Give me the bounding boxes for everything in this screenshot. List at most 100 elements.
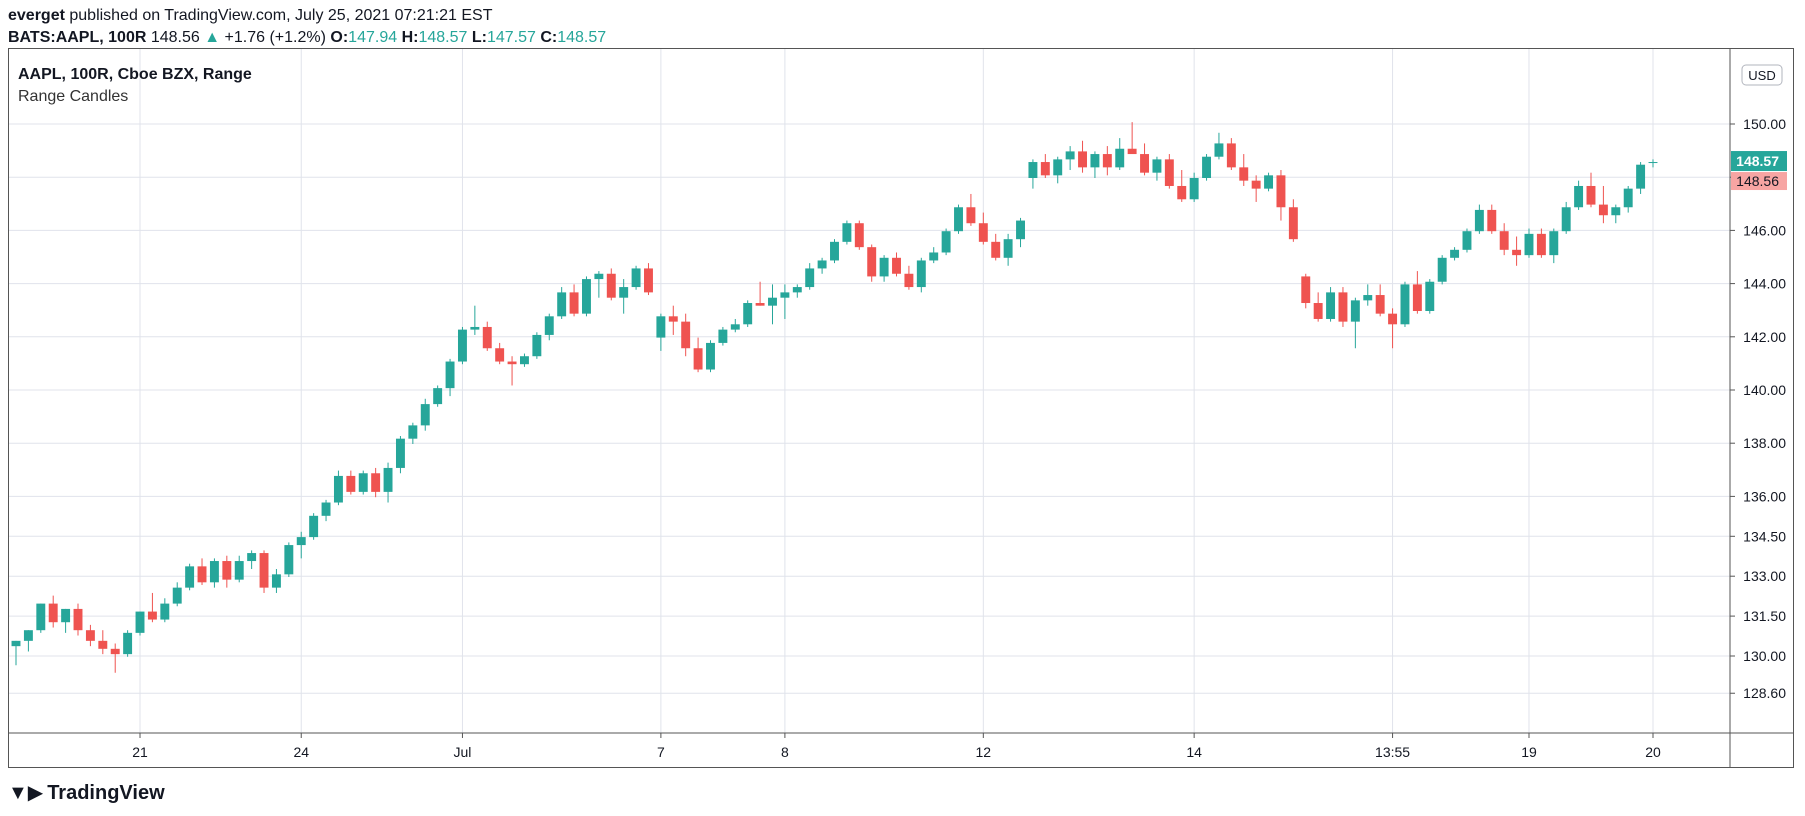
candle — [1623, 185, 1633, 213]
candle — [854, 220, 864, 250]
candle — [1375, 284, 1385, 317]
candle — [681, 313, 691, 357]
candle-body — [1288, 207, 1298, 240]
candle — [433, 385, 443, 407]
candle — [395, 436, 405, 474]
candle-body — [234, 561, 244, 580]
candle-body — [532, 334, 542, 357]
candle-body — [519, 356, 529, 365]
candle-body — [1065, 151, 1075, 160]
candle-body — [1363, 295, 1373, 301]
price-tick-label: 136.00 — [1743, 488, 1786, 504]
candle — [408, 422, 418, 444]
candle — [1474, 204, 1484, 234]
candle-body — [1388, 313, 1398, 325]
candle — [519, 353, 529, 367]
candle — [954, 204, 963, 234]
candle — [668, 305, 678, 335]
candle-body — [1189, 177, 1199, 200]
candle — [1140, 143, 1150, 176]
candle — [1202, 154, 1212, 181]
candle-body — [830, 241, 839, 261]
candle — [1226, 138, 1236, 171]
last-price-badge — [1731, 151, 1787, 172]
time-tick-label: Jul — [454, 744, 472, 760]
candle-body — [147, 611, 157, 620]
candle-body — [1375, 295, 1385, 314]
price-change: +1.76 (+1.2%) — [224, 29, 326, 46]
candle — [1512, 236, 1522, 266]
candle-body — [792, 287, 802, 293]
candle — [1561, 201, 1571, 234]
candle-body — [61, 608, 71, 623]
candle-body — [1549, 231, 1559, 256]
candle-body — [966, 207, 976, 224]
price-tick-label: 142.00 — [1743, 329, 1786, 345]
candle — [172, 582, 182, 607]
candle-body — [768, 297, 777, 306]
candle-body — [1338, 292, 1348, 322]
candle — [420, 398, 430, 431]
candle-body — [569, 292, 579, 314]
time-tick-label: 24 — [293, 744, 309, 760]
candle-body — [606, 273, 616, 298]
price-tick-label: 131.50 — [1743, 608, 1786, 624]
candle — [247, 550, 257, 570]
up-triangle-icon: ▲ — [204, 29, 221, 46]
candle-body — [23, 630, 33, 641]
candle — [222, 555, 232, 588]
prev-price-badge-label: 148.56 — [1736, 173, 1779, 189]
tradingview-logo[interactable]: ▼▶ TradingView — [8, 780, 165, 805]
candle — [1078, 140, 1087, 173]
candle-body — [1226, 143, 1236, 168]
candle-body — [11, 640, 21, 647]
candle — [941, 228, 951, 256]
candle — [1437, 255, 1447, 285]
candle-body — [309, 515, 319, 538]
candle-body — [1598, 204, 1608, 216]
candle — [1177, 170, 1187, 202]
candle-body — [1140, 154, 1150, 173]
candle — [1499, 223, 1509, 256]
candle-body — [259, 553, 269, 588]
candle — [1326, 287, 1336, 322]
price-tick-label: 146.00 — [1743, 222, 1786, 238]
candle-body — [681, 321, 691, 349]
time-tick-label: 19 — [1521, 744, 1537, 760]
candle — [1016, 217, 1025, 248]
candle-body — [358, 473, 368, 492]
candle-body — [755, 303, 765, 306]
candle — [1313, 292, 1323, 322]
candle-body — [395, 438, 405, 468]
candle-body — [557, 292, 567, 317]
symbol-label: BATS:AAPL, 100R — [8, 29, 147, 46]
publisher-user[interactable]: everget — [8, 7, 65, 24]
candle — [755, 281, 765, 306]
candle — [1425, 279, 1435, 314]
candle-body — [594, 273, 604, 280]
candle-body — [1016, 220, 1025, 240]
candle — [1152, 156, 1162, 181]
candle — [1003, 233, 1013, 266]
candle — [892, 252, 901, 277]
open-label: O: — [330, 29, 349, 46]
candle-body — [582, 279, 591, 314]
candle — [1450, 247, 1460, 261]
candle-body — [941, 231, 951, 253]
candle — [656, 313, 666, 351]
candle — [904, 265, 914, 290]
currency-badge[interactable] — [1741, 64, 1783, 86]
low-value: 147.57 — [486, 29, 536, 46]
candle — [594, 271, 604, 298]
candle — [1264, 172, 1274, 192]
prev-price-badge — [1731, 172, 1787, 191]
candle-body — [36, 603, 46, 631]
candle — [1338, 287, 1348, 327]
candle-body — [172, 587, 182, 604]
candle-body — [867, 247, 877, 277]
candle — [85, 624, 95, 647]
candle-body — [718, 329, 728, 343]
publisher-line: everget published on TradingView.com, Ju… — [8, 6, 492, 26]
